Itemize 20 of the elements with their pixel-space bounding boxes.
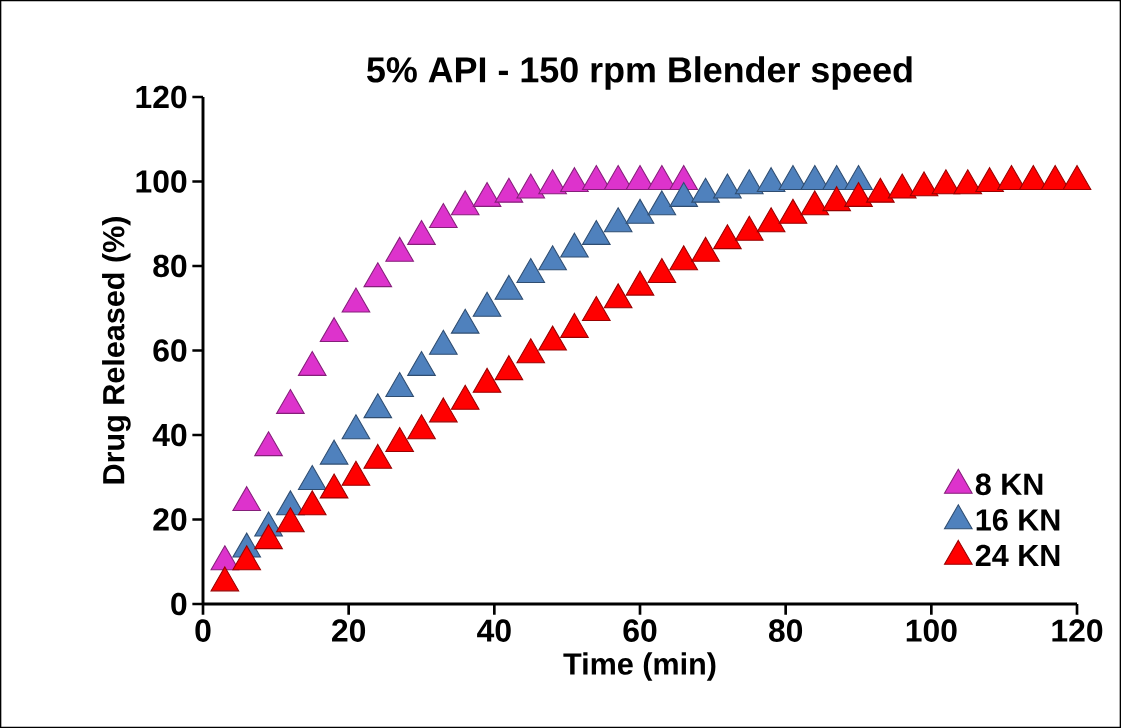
chart-title: 5% API - 150 rpm Blender speed: [367, 56, 912, 90]
legend-label: 24 KN: [975, 544, 1060, 567]
y-axis-title: Drug Released (%): [102, 217, 131, 484]
legend-label: 16 KN: [976, 509, 1060, 531]
x-tick-label: 40: [477, 619, 511, 642]
y-tick-label: 0: [171, 592, 187, 616]
legend-label: 8 KN: [975, 473, 1043, 496]
x-tick-label: 100: [906, 619, 957, 642]
x-tick-label: 20: [332, 619, 366, 642]
x-tick-label: 80: [768, 619, 803, 642]
y-tick-label: 100: [136, 170, 187, 193]
y-tick-label: 120: [136, 85, 187, 109]
x-tick-label: 60: [623, 619, 657, 642]
y-tick-label: 80: [153, 254, 187, 278]
x-tick-label: 0: [195, 619, 211, 642]
y-tick-label: 60: [153, 339, 187, 362]
x-axis-title: Time (min): [563, 652, 716, 681]
x-tick-label: 120: [1052, 619, 1103, 642]
y-tick-label: 20: [153, 508, 187, 531]
y-tick-label: 40: [152, 423, 187, 447]
